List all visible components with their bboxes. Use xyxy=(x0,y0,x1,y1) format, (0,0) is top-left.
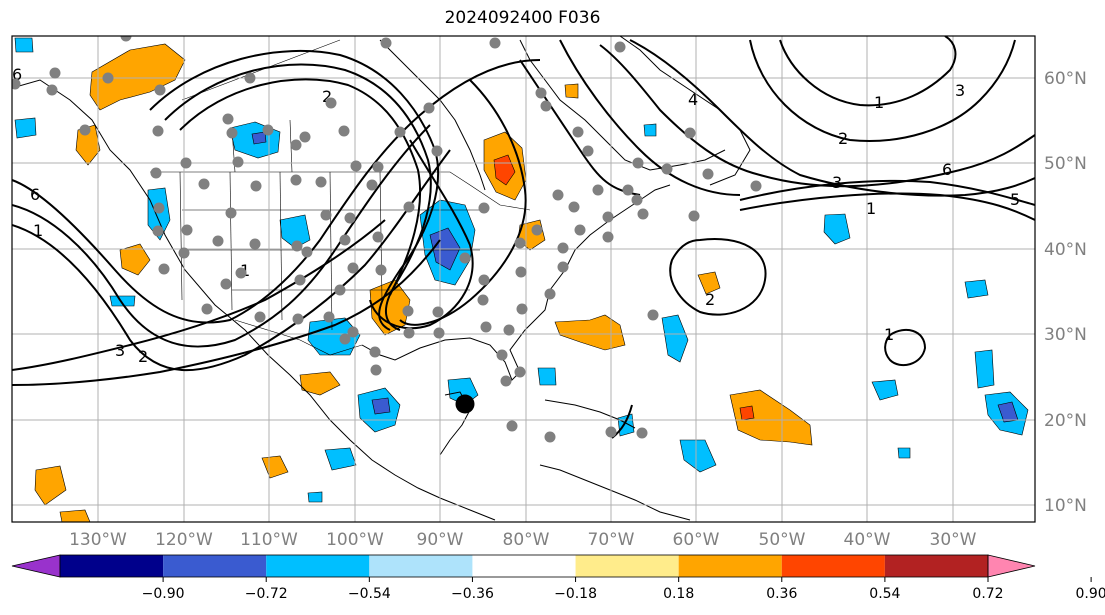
colorbar-tick-label: 0.72 xyxy=(972,586,1003,602)
colorbar-tick-label: −0.36 xyxy=(451,586,494,602)
colorbar-segment xyxy=(60,555,164,577)
contour-label: 2 xyxy=(322,87,332,106)
storm-center-marker xyxy=(455,394,475,414)
colorbar-segment xyxy=(472,555,576,577)
longitude-label: 130°W xyxy=(69,530,127,550)
latitude-label: 60°N xyxy=(1044,69,1087,89)
contour-lines xyxy=(12,36,1035,439)
colorbar-tick-label: −0.72 xyxy=(245,586,288,602)
contour-label: 2 xyxy=(838,129,848,148)
longitude-label: 90°W xyxy=(417,530,464,550)
contour-label: 3 xyxy=(115,341,125,360)
contour-label: 3 xyxy=(955,81,965,100)
colorbar-segment xyxy=(266,555,370,577)
contour-label: 2 xyxy=(138,347,148,366)
contour-label: 1 xyxy=(866,199,876,218)
latitude-label: 10°N xyxy=(1044,496,1087,516)
contour-label: 3 xyxy=(832,173,842,192)
colorbar-extend-low xyxy=(11,554,61,578)
latitude-label: 50°N xyxy=(1044,154,1087,174)
contour-label: 6 xyxy=(942,160,952,179)
longitude-axis: 130°W 120°W 110°W 100°W 90°W 80°W 70°W 6… xyxy=(69,530,977,550)
contour-label: 5 xyxy=(1010,190,1020,209)
colorbar-tick-label: 0.90 xyxy=(1076,586,1105,602)
map-border xyxy=(11,35,1036,523)
colorbar: −0.90 −0.72 −0.54 −0.36 −0.18 0.18 0.36 0.54 0.7… xyxy=(11,554,1105,602)
latitude-label: 20°N xyxy=(1044,411,1087,431)
colorbar-segment xyxy=(678,555,782,577)
colorbar-tick-label: 0.54 xyxy=(869,586,900,602)
colorbar-outline xyxy=(59,554,989,578)
contour-label: 1 xyxy=(884,325,894,344)
contour-label: 4 xyxy=(688,90,698,109)
longitude-label: 70°W xyxy=(588,530,635,550)
colorbar-tick-label: −0.18 xyxy=(554,586,597,602)
contour-label: 6 xyxy=(30,185,40,204)
graticule xyxy=(12,36,1035,522)
colorbar-tick-label: 0.36 xyxy=(766,586,797,602)
contour-label: 1 xyxy=(33,221,43,240)
colorbar-segment xyxy=(575,555,679,577)
contour-label: 1 xyxy=(874,93,884,112)
negative-shading xyxy=(14,37,1029,503)
map-area xyxy=(12,36,1035,522)
latitude-axis: 60°N 50°N 40°N 30°N 20°N 10°N xyxy=(1044,69,1087,516)
latitude-label: 30°N xyxy=(1044,325,1087,345)
longitude-label: 50°W xyxy=(759,530,806,550)
longitude-label: 60°W xyxy=(673,530,720,550)
longitude-label: 100°W xyxy=(326,530,384,550)
colorbar-segment xyxy=(781,555,885,577)
contour-label: 6 xyxy=(12,65,22,84)
station-dots xyxy=(12,36,762,443)
longitude-label: 120°W xyxy=(155,530,213,550)
colorbar-tick-label: −0.54 xyxy=(348,586,391,602)
colorbar-tick-label: −0.90 xyxy=(142,586,185,602)
longitude-label: 80°W xyxy=(503,530,550,550)
colorbar-segment xyxy=(369,555,473,577)
colorbar-segment xyxy=(163,555,267,577)
latitude-label: 40°N xyxy=(1044,240,1087,260)
contour-label: 2 xyxy=(705,290,715,309)
colorbar-segment xyxy=(884,555,988,577)
colorbar-tick-label: 0.18 xyxy=(663,586,694,602)
colorbar-extend-high xyxy=(987,554,1036,578)
map-title: 2024092400 F036 xyxy=(444,8,601,28)
longitude-label: 110°W xyxy=(240,530,298,550)
longitude-label: 40°W xyxy=(844,530,891,550)
longitude-label: 30°W xyxy=(930,530,977,550)
